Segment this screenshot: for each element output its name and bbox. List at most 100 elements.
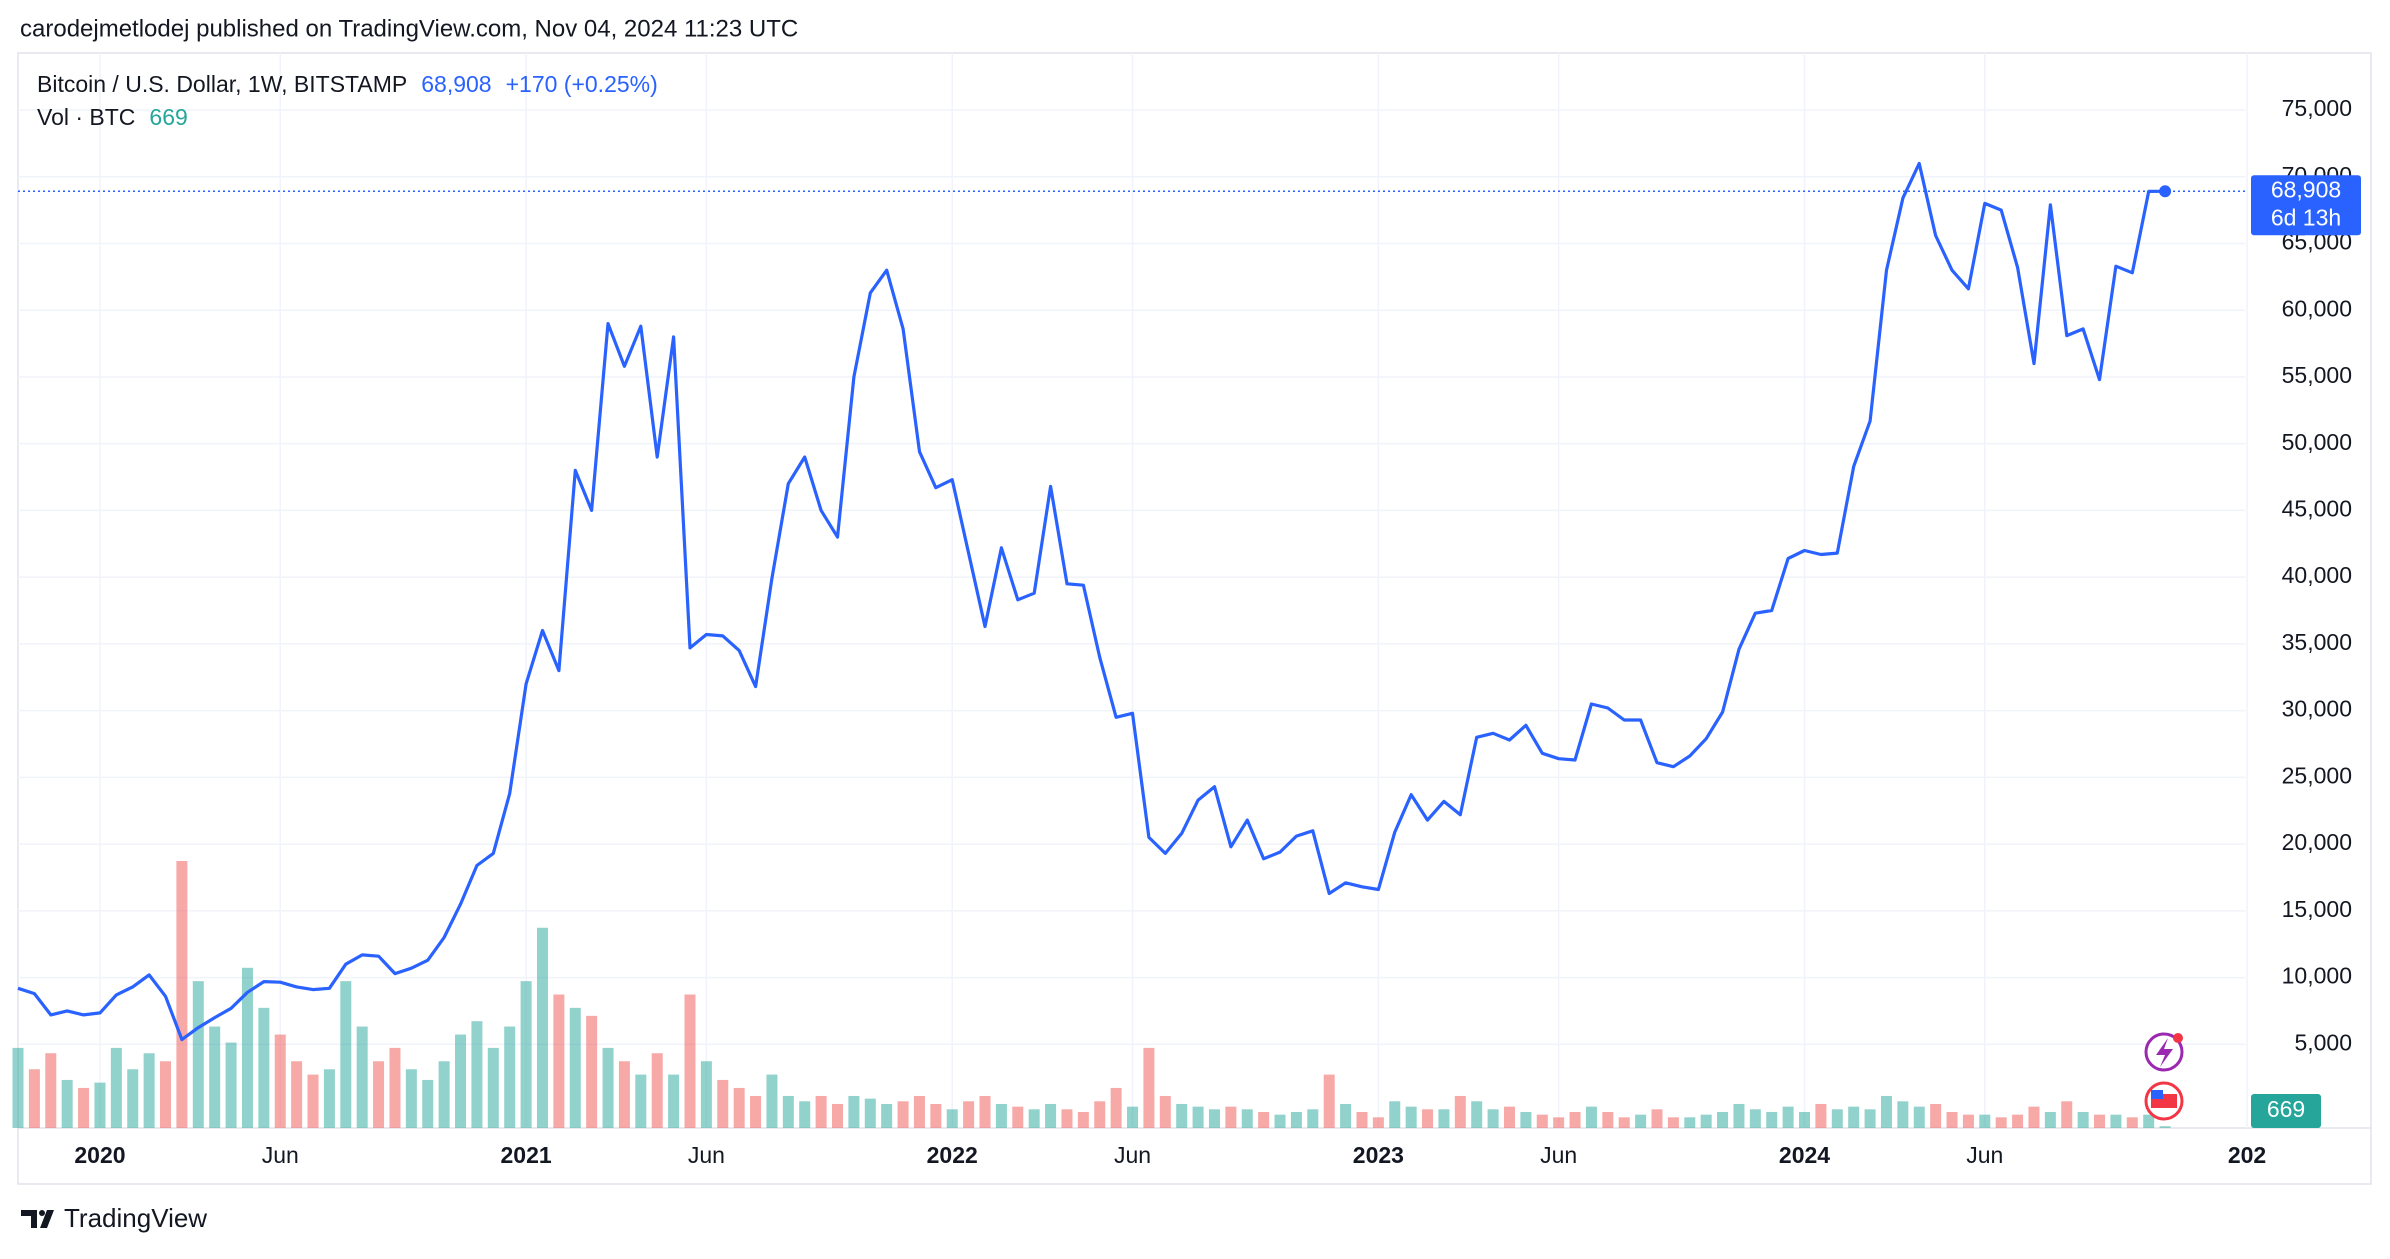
volume-bar bbox=[1323, 1074, 1335, 1128]
volume-bar bbox=[1405, 1106, 1417, 1128]
volume-bar bbox=[815, 1095, 827, 1128]
y-tick-label: 5,000 bbox=[2294, 1029, 2352, 1055]
volume-bar bbox=[881, 1103, 893, 1128]
price-box-label: 68,908 bbox=[2271, 176, 2341, 202]
volume-bar bbox=[110, 1047, 122, 1128]
symbol-legend: Bitcoin / U.S. Dollar, 1W, BITSTAMP bbox=[37, 71, 407, 97]
volume-bar bbox=[1274, 1114, 1286, 1128]
volume-bar bbox=[209, 1026, 221, 1128]
volume-bar bbox=[1930, 1103, 1942, 1128]
volume-bar bbox=[1241, 1109, 1253, 1128]
volume-bar bbox=[78, 1087, 90, 1128]
volume-bar bbox=[1045, 1103, 1057, 1128]
x-tick-label: 2023 bbox=[1353, 1142, 1404, 1168]
volume-bar bbox=[635, 1074, 647, 1128]
volume-bar bbox=[1667, 1117, 1679, 1128]
volume-bar bbox=[1028, 1109, 1040, 1128]
volume-bar bbox=[668, 1074, 680, 1128]
volume-bar bbox=[1307, 1109, 1319, 1128]
volume-bar bbox=[373, 1061, 385, 1128]
volume-bar bbox=[2143, 1114, 2155, 1128]
y-tick-label: 10,000 bbox=[2282, 963, 2352, 989]
volume-bar bbox=[1585, 1106, 1597, 1128]
volume-bar bbox=[1635, 1114, 1647, 1128]
volume-bar bbox=[1848, 1106, 1860, 1128]
x-tick-label: 2020 bbox=[74, 1142, 125, 1168]
volume-bar bbox=[700, 1061, 712, 1128]
volume-bar bbox=[1979, 1114, 1991, 1128]
footer-brand: TradingView bbox=[64, 1203, 207, 1233]
volume-bar bbox=[651, 1053, 663, 1128]
x-tick-label: 202 bbox=[2228, 1142, 2266, 1168]
volume-bar bbox=[1700, 1114, 1712, 1128]
volume-bar bbox=[2044, 1111, 2056, 1128]
last-price-dot bbox=[2159, 185, 2172, 198]
volume-bar bbox=[61, 1079, 73, 1128]
volume-bar bbox=[1159, 1095, 1171, 1128]
countdown: 6d 13h bbox=[2271, 204, 2341, 230]
volume-bar bbox=[1749, 1109, 1761, 1128]
x-tick-label: 2021 bbox=[501, 1142, 552, 1168]
volume-bar bbox=[897, 1101, 909, 1128]
volume-bar bbox=[1389, 1101, 1401, 1128]
volume-bar bbox=[733, 1087, 745, 1128]
volume-bar bbox=[1913, 1106, 1925, 1128]
volume-bar bbox=[1192, 1106, 1204, 1128]
x-tick-label: Jun bbox=[1114, 1142, 1151, 1168]
volume-bar bbox=[1569, 1111, 1581, 1128]
volume-bar bbox=[1733, 1103, 1745, 1128]
y-tick-label: 30,000 bbox=[2282, 696, 2352, 722]
y-tick-label: 25,000 bbox=[2282, 762, 2352, 788]
volume-bar bbox=[1208, 1109, 1220, 1128]
volume-bar bbox=[225, 1042, 237, 1128]
price-line bbox=[17, 161, 2166, 1042]
y-tick-label: 45,000 bbox=[2282, 495, 2352, 521]
volume-bar bbox=[2110, 1114, 2122, 1128]
volume-bar bbox=[1340, 1103, 1352, 1128]
chart-frame bbox=[17, 52, 2372, 1185]
volume-bar bbox=[176, 861, 188, 1128]
volume-bar bbox=[405, 1069, 417, 1128]
volume-bar bbox=[1962, 1114, 1974, 1128]
x-tick-label: 2024 bbox=[1779, 1142, 1830, 1168]
volume-bar bbox=[1438, 1109, 1450, 1128]
y-tick-label: 50,000 bbox=[2282, 429, 2352, 455]
volume-bar bbox=[1176, 1103, 1188, 1128]
y-tick-label: 55,000 bbox=[2282, 362, 2352, 388]
volume-bar bbox=[2061, 1101, 2073, 1128]
volume-bar bbox=[1077, 1111, 1089, 1128]
volume-bar bbox=[1454, 1095, 1466, 1128]
alert-dot bbox=[2173, 1033, 2183, 1043]
volume-bar bbox=[1127, 1106, 1139, 1128]
last-volume: 669 bbox=[149, 104, 187, 130]
x-tick-label: Jun bbox=[688, 1142, 725, 1168]
footer-logo bbox=[21, 1210, 54, 1228]
volume-bar bbox=[1831, 1109, 1843, 1128]
volume-bar bbox=[1471, 1101, 1483, 1128]
volume-bar bbox=[799, 1101, 811, 1128]
volume-bar bbox=[717, 1079, 729, 1128]
volume-bar bbox=[274, 1034, 286, 1128]
volume-bar bbox=[422, 1079, 434, 1128]
volume-bar bbox=[340, 981, 352, 1128]
volume-bar bbox=[389, 1047, 401, 1128]
y-tick-label: 40,000 bbox=[2282, 562, 2352, 588]
volume-bar bbox=[618, 1061, 630, 1128]
volume-bar bbox=[1717, 1111, 1729, 1128]
volume-bar bbox=[291, 1061, 303, 1128]
volume-bar bbox=[520, 981, 532, 1128]
last-price: 68,908 bbox=[421, 71, 491, 97]
volume-bar bbox=[946, 1109, 958, 1128]
volume-bar bbox=[1651, 1109, 1663, 1128]
volume-bar bbox=[1799, 1111, 1811, 1128]
y-tick-label: 75,000 bbox=[2282, 95, 2352, 121]
volume-bar bbox=[2094, 1114, 2106, 1128]
volume-bar bbox=[602, 1047, 614, 1128]
volume-bar bbox=[995, 1103, 1007, 1128]
volume-bar bbox=[1356, 1111, 1368, 1128]
volume-bar bbox=[2028, 1106, 2040, 1128]
volume-bar bbox=[504, 1026, 516, 1128]
volume-bar bbox=[913, 1095, 925, 1128]
x-tick-label: Jun bbox=[1966, 1142, 2003, 1168]
